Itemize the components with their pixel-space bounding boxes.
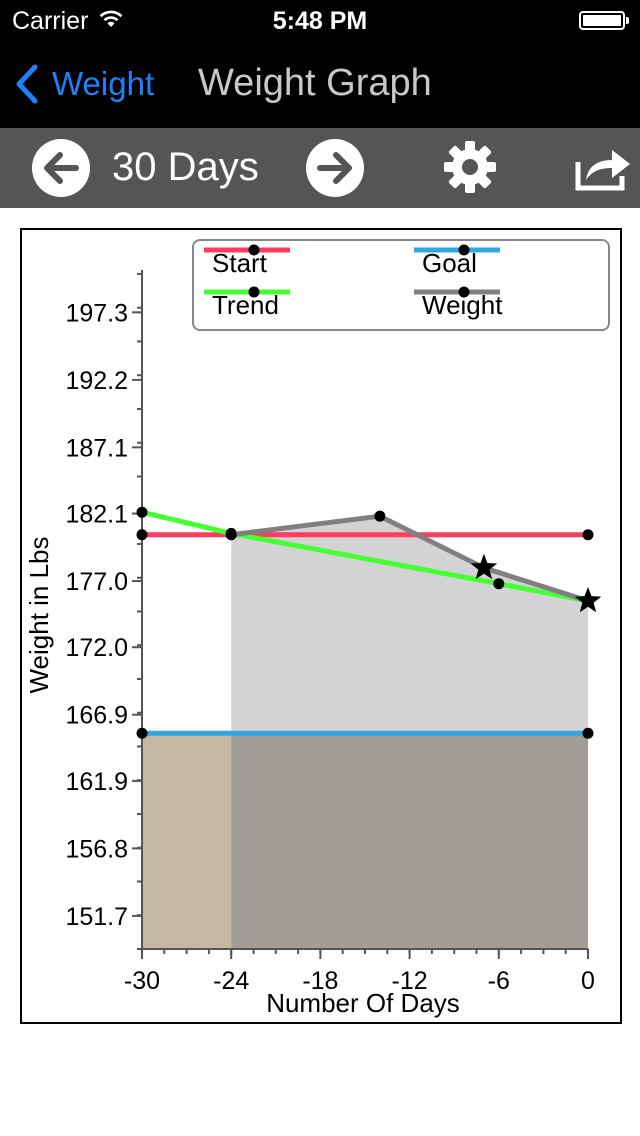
- y-tick-label: 151.7: [65, 903, 128, 931]
- legend-swatch: [414, 286, 500, 298]
- goal-data-point: [582, 727, 594, 739]
- legend-item-trend: Trend: [202, 285, 290, 325]
- wifi-icon: [98, 7, 124, 36]
- trend-data-point: [493, 578, 505, 590]
- goal-data-point: [136, 727, 148, 739]
- legend-item-start: Start: [202, 243, 290, 283]
- chart-canvas: 151.7 156.8 161.9 166.9 172.0 177.0 182.1 187.1…: [24, 270, 602, 1018]
- x-tick-label: 0: [581, 967, 595, 995]
- legend-swatch: [414, 244, 500, 256]
- start-data-point: [582, 529, 594, 541]
- start-data-point: [136, 529, 148, 541]
- legend-item-goal: Goal: [412, 243, 500, 283]
- back-button-label: Weight: [52, 65, 155, 102]
- carrier-label: Carrier: [12, 7, 89, 35]
- weight-star-marker: [574, 586, 602, 613]
- legend-swatch: [204, 286, 290, 298]
- back-button[interactable]: Weight: [14, 62, 154, 106]
- weight-series-line: [230, 513, 589, 604]
- x-axis-title: Number Of Days: [266, 988, 460, 1018]
- weight-star-marker: [470, 553, 498, 580]
- arrow-right-icon: [317, 152, 352, 184]
- x-tick-label: -30: [124, 967, 160, 995]
- status-bar: Carrier 5:48 PM: [0, 0, 640, 40]
- x-tick-label: -6: [488, 967, 510, 995]
- x-tick-label: -24: [213, 967, 249, 995]
- y-tick-label: 172.0: [65, 634, 128, 662]
- y-tick-label: 177.0: [65, 568, 128, 596]
- chevron-left-icon: [16, 64, 38, 104]
- trend-series-line: [141, 509, 589, 604]
- y-axis-title: Weight in Lbs: [24, 536, 54, 693]
- weight-data-point: [374, 510, 386, 522]
- date-range-label: 30 Days: [112, 145, 259, 189]
- y-tick-label: 182.1: [65, 501, 128, 529]
- arrow-left-icon: [44, 152, 79, 184]
- trend-data-point: [136, 506, 148, 518]
- legend-swatch: [204, 244, 290, 256]
- y-tick-label: 187.1: [65, 434, 128, 462]
- y-tick-label: 166.9: [65, 702, 128, 730]
- weight-data-point: [225, 529, 237, 541]
- date-range-toolbar: 30 Days: [0, 128, 640, 208]
- legend-item-weight: Weight: [412, 285, 502, 325]
- previous-range-button[interactable]: [32, 139, 90, 197]
- clock: 5:48 PM: [272, 7, 368, 35]
- navigation-bar: Weight Weight Graph: [0, 40, 640, 128]
- x-tick-label: -12: [392, 967, 428, 995]
- weight-chart: 151.7 156.8 161.9 166.9 172.0 177.0 182.1 187.1…: [20, 228, 622, 1024]
- y-tick-label: 161.9: [65, 768, 128, 796]
- next-range-button[interactable]: [306, 139, 364, 197]
- page-title: Weight Graph: [198, 62, 432, 104]
- settings-gear-icon[interactable]: [443, 140, 497, 199]
- goal-weight-overlap-area: [231, 733, 588, 949]
- y-tick-label: 156.8: [65, 835, 128, 863]
- battery-icon: [579, 11, 629, 30]
- share-icon[interactable]: [574, 146, 632, 197]
- y-tick-label: 197.3: [65, 299, 128, 327]
- chart-legend: Start Goal Trend Weight: [192, 239, 610, 331]
- y-tick-label: 192.2: [65, 367, 128, 395]
- x-tick-label: -18: [302, 967, 338, 995]
